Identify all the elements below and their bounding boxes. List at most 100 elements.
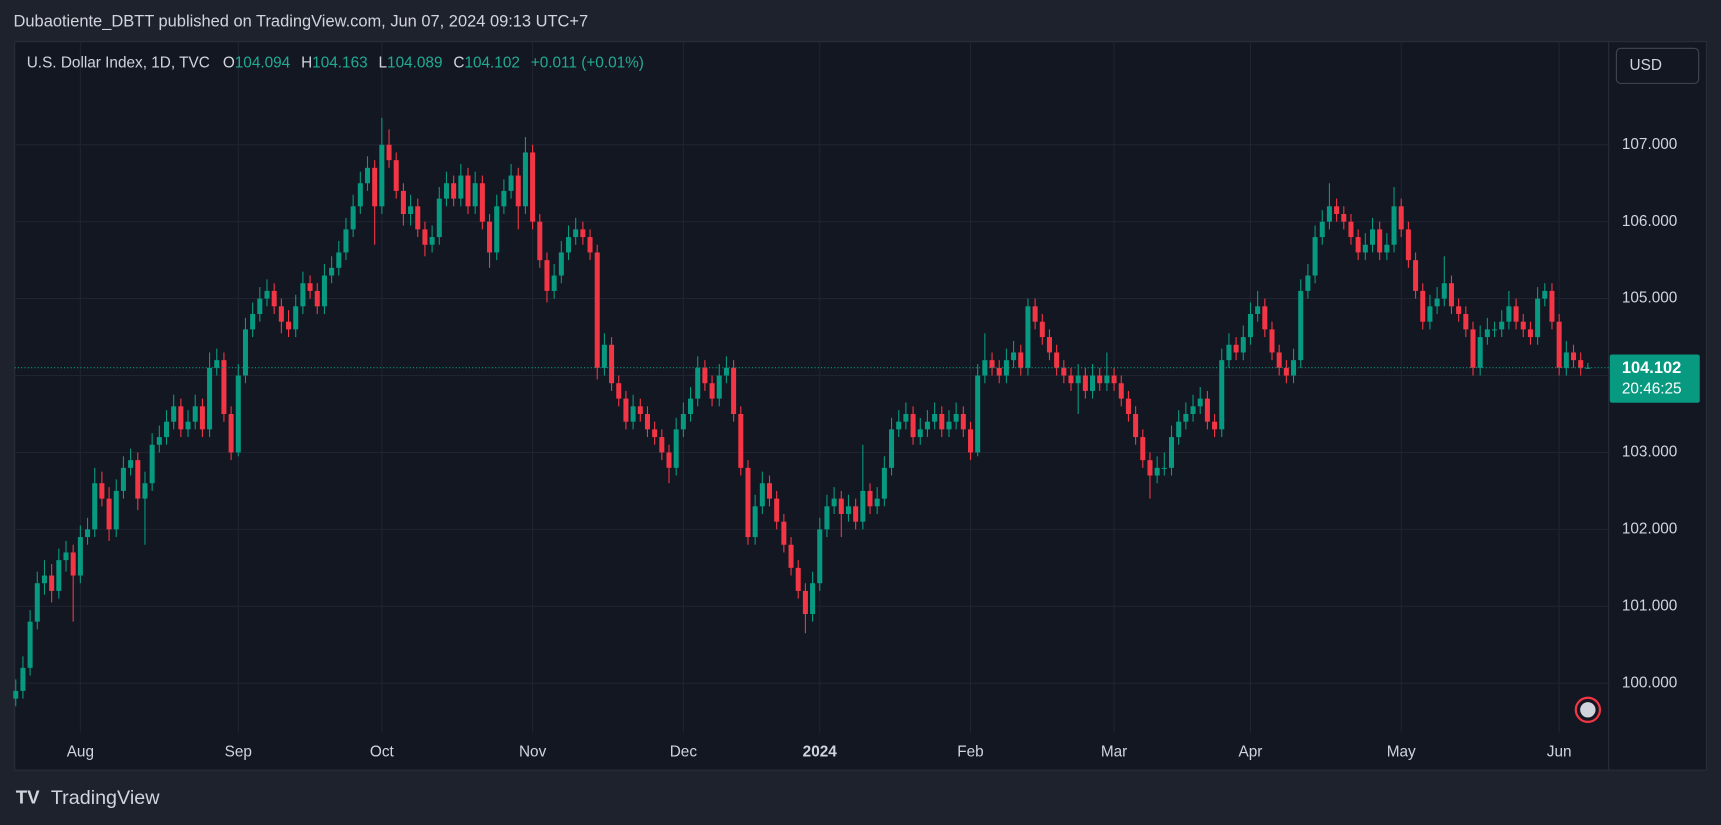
candle-body [386,144,392,161]
candle-body [41,575,47,584]
x-tick-label: Jun [1547,744,1572,761]
candle-body [1262,306,1268,330]
candle-body [350,206,356,230]
candle-body [49,575,55,591]
candle-body [623,398,629,422]
candle-body [293,306,299,330]
candle-body [1097,375,1103,384]
candle-body [1269,329,1275,353]
candle-body [616,383,622,399]
candle-body [1355,237,1361,253]
candle-body [889,429,895,468]
candle-body [372,167,378,207]
candle-body [1563,352,1569,368]
candle-body [185,421,191,430]
candle-body [1283,367,1289,376]
candle-body [831,498,837,507]
candle-body [257,298,263,314]
ohlc-label: L [378,55,387,72]
candle-body [1362,244,1368,253]
candle-body [1527,329,1533,338]
candle-body [34,583,40,622]
candle-body [996,367,1002,376]
candle-body [487,221,493,253]
candle-body [666,452,672,468]
candle-body [845,506,851,514]
candle-body [1477,337,1483,368]
candle-body [120,467,126,491]
change: +0.011 (+0.01%) [531,55,644,72]
candle-body [573,229,579,238]
candle-body [695,367,701,399]
candle-body [250,313,256,330]
candle-body [128,460,134,468]
candle-body [199,406,205,430]
candle-body [673,429,679,468]
candle-body [810,583,816,614]
candle-body [1054,352,1060,368]
candle-body [1578,360,1584,368]
candle-body [163,421,170,438]
candle-body [580,229,586,238]
candle-body [1305,275,1311,291]
candle-body [903,413,909,422]
candle-body [436,198,442,238]
candle-body [343,229,349,253]
candle-body [1456,306,1462,314]
candle-body [522,152,528,207]
candle-body [1420,290,1426,322]
candle-body [1298,290,1304,361]
y-tick-label: 100.000 [1622,674,1677,691]
candle-body [1434,298,1440,307]
candle-body [788,544,794,568]
candle-body [27,621,33,668]
candle-body [1032,306,1038,322]
candle-body [1240,337,1246,353]
x-tick-label: 2024 [803,744,838,761]
candle-body [1018,352,1024,368]
y-tick-label: 101.000 [1622,597,1677,614]
candle-body [300,283,306,307]
candle-body [1111,375,1117,384]
candle-body [20,667,26,691]
candle-body [113,490,119,530]
ohlc-label: C [453,55,464,72]
chart-panel [14,41,1707,771]
x-tick-label: Apr [1239,744,1263,761]
candle-body [896,421,902,430]
y-tick-label: 103.000 [1622,444,1677,461]
ohlc-label: O [223,55,235,72]
candle-body [393,160,399,191]
candle-body [264,290,270,299]
candle-body [1398,206,1404,230]
candle-body [379,144,385,207]
candle-body [637,406,643,414]
candle-body [838,498,844,514]
candle-body [939,413,945,430]
candle-body [1147,460,1153,476]
candle-body [1377,229,1383,253]
candle-body [278,306,284,322]
candle-body [1549,290,1555,322]
candle-body [1319,221,1325,238]
candle-body [149,444,155,484]
candle-body [924,421,930,430]
currency-label[interactable]: USD [1630,57,1662,74]
currency-button[interactable] [1615,47,1700,84]
brand: TradingView [51,787,160,809]
countdown: 20:46:25 [1622,381,1682,398]
candle-body [587,237,593,253]
candle-body [1326,206,1332,222]
candle-body [1427,306,1433,322]
candle-body [178,406,184,430]
candle-body [422,229,428,245]
candle-body [271,290,277,307]
candle-body [967,429,974,453]
candle-body [1183,413,1189,422]
candle-body [1011,352,1017,361]
x-tick-label: Oct [370,744,395,761]
candle-body [745,467,751,538]
candle-body [1384,244,1390,253]
candle-body [1161,467,1167,469]
